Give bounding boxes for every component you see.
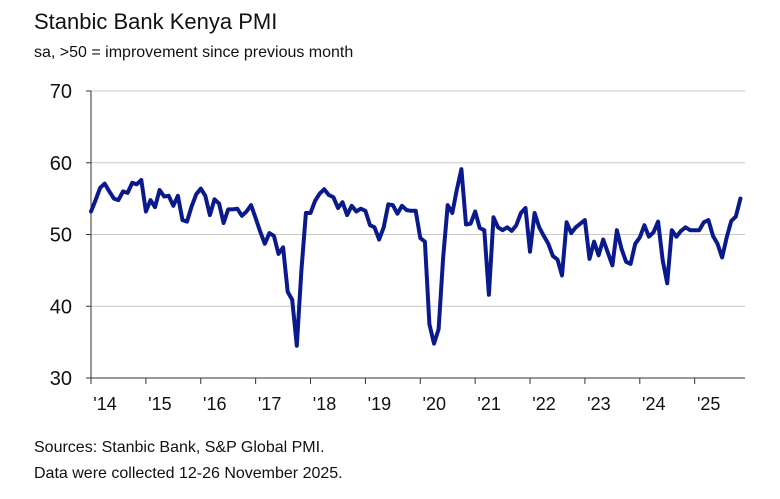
x-tick-label: '21: [477, 394, 500, 414]
y-tick-label: 70: [50, 81, 72, 103]
y-tick-label: 50: [50, 225, 72, 247]
x-tick-label: '23: [587, 394, 610, 414]
x-tick-label: '17: [258, 394, 281, 414]
x-tick-label: '16: [203, 394, 226, 414]
pmi-series-line: [89, 167, 743, 348]
x-tick-label: '15: [148, 394, 171, 414]
x-tick-label: '18: [313, 394, 336, 414]
y-tick-label: 30: [50, 368, 72, 390]
collection-note: Data were collected 12-26 November 2025.: [34, 465, 343, 482]
chart-title: Stanbic Bank Kenya PMI: [34, 9, 278, 34]
x-tick-label: '24: [642, 394, 665, 414]
y-tick-label: 40: [50, 296, 72, 318]
chart-subtitle: sa, >50 = improvement since previous mon…: [34, 44, 354, 61]
x-tick-label: '14: [93, 394, 116, 414]
x-tick-label: '25: [697, 394, 720, 414]
x-tick-label: '22: [532, 394, 555, 414]
source-note: Sources: Stanbic Bank, S&P Global PMI.: [34, 439, 325, 456]
y-tick-label: 60: [50, 153, 72, 175]
x-tick-label: '19: [368, 394, 391, 414]
x-tick-label: '20: [423, 394, 446, 414]
